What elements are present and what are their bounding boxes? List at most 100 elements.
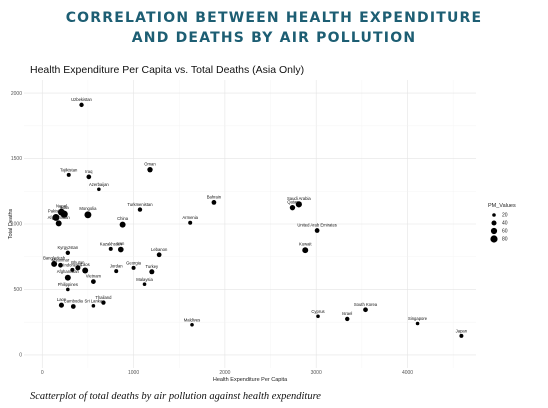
point-maldives xyxy=(190,323,194,327)
figure-caption: Scatterplot of total deaths by air pollu… xyxy=(30,391,321,402)
point-label-bhutan: Bhutan xyxy=(71,260,85,265)
point-label-thailand: Thailand xyxy=(95,295,112,300)
point-label-malaysia: Malaysia xyxy=(136,277,153,282)
point-china xyxy=(119,221,126,228)
main-title: CORRELATION BETWEEN HEALTH EXPENDITURE A… xyxy=(0,8,548,48)
point-label-oman: Oman xyxy=(144,161,156,166)
point-label-cyprus: Cyprus xyxy=(311,309,324,314)
point-label-kazakhstan: Kazakhstan xyxy=(100,241,123,246)
point-label-uzbekistan: Uzbekistan xyxy=(71,97,92,102)
point-azerbaijan xyxy=(97,187,101,192)
legend-label-20: 20 xyxy=(502,213,508,219)
point-label-singapore: Singapore xyxy=(408,316,428,321)
point-malaysia xyxy=(142,282,147,287)
point-label-laos: Laos xyxy=(57,297,66,302)
point-label-laos: Laos xyxy=(81,262,90,267)
y-axis-label: Total Deaths xyxy=(8,208,14,239)
axis-ticks: 0 1000 2000 3000 4000 0 500 1000 1500 2000 xyxy=(11,91,413,376)
point-india xyxy=(60,210,68,218)
point-turkmenistan xyxy=(137,207,143,212)
point-indonesia xyxy=(70,267,75,272)
y-tick-label: 0 xyxy=(19,353,22,359)
point-label-india: India xyxy=(60,205,70,210)
point-saudi-arabia xyxy=(295,201,302,208)
point-label-afghanistan: Afghanistan xyxy=(48,215,71,220)
y-tick-label: 1000 xyxy=(11,222,22,228)
point-label-iraq: Iraq xyxy=(85,169,93,174)
point-afghanistan xyxy=(64,274,71,281)
data-points: Uzbekistan Oman Tajikistan Iraq Azerbaijan Ba… xyxy=(43,97,468,338)
point-label-armenia: Armenia xyxy=(182,215,198,220)
legend: PM_Values 20 40 60 80 xyxy=(488,203,516,243)
point-label-maldives: Maldives xyxy=(184,318,201,323)
point-laos xyxy=(58,302,64,308)
chart-title: Health Expenditure Per Capita vs. Total … xyxy=(30,64,305,76)
point-pakistan xyxy=(52,213,60,221)
point-south-korea xyxy=(363,307,368,313)
point-label-vietnam: Vietnam xyxy=(86,274,102,279)
point-label-kyrgyzstan: Kyrgyzstan xyxy=(57,245,78,250)
point-israel xyxy=(345,316,350,322)
point-kuwait xyxy=(302,247,309,254)
point-bahrain xyxy=(211,200,217,205)
point-afghanistan xyxy=(55,220,62,227)
legend-label-40: 40 xyxy=(502,221,508,227)
y-tick-label: 1500 xyxy=(11,156,22,162)
point-label-sri-lanka: Sri Lanka xyxy=(85,299,103,304)
x-tick-label: 0 xyxy=(41,370,44,376)
point-singapore xyxy=(415,321,420,326)
point-philippines xyxy=(66,287,70,292)
point-bhutan xyxy=(75,265,81,271)
point-turkey xyxy=(149,269,155,275)
main-title-line2: AND DEATHS BY AIR POLLUTION xyxy=(131,30,417,46)
point-label-tajikistan: Tajikistan xyxy=(60,167,78,172)
point-label-bahrain: Bahrain xyxy=(207,195,222,200)
y-tick-label: 500 xyxy=(14,287,23,293)
point-laos xyxy=(82,267,89,274)
point-thailand xyxy=(101,300,106,305)
point-label-mongolia: Mongolia xyxy=(79,206,97,211)
point-armenia xyxy=(188,220,193,225)
legend-title: PM_Values xyxy=(488,203,516,209)
point-oman xyxy=(147,166,153,173)
point-label-bangladesh: Bangladesh xyxy=(43,255,66,260)
point-kazakhstan xyxy=(108,246,113,251)
point-label-china: China xyxy=(117,216,129,221)
x-tick-label: 2000 xyxy=(219,370,230,376)
point-lebanon xyxy=(156,252,162,258)
point-label-cambodia: Cambodia xyxy=(64,299,84,304)
point-georgia xyxy=(131,265,136,270)
legend-key-40 xyxy=(491,220,497,226)
point-uzbekistan xyxy=(79,102,84,108)
point-iraq xyxy=(86,174,92,180)
x-tick-label: 3000 xyxy=(311,370,322,376)
point-label-azerbaijan: Azerbaijan xyxy=(89,182,109,187)
point-qatar xyxy=(289,204,296,211)
point-label-turkmenistan: Turkmenistan xyxy=(127,202,153,207)
x-axis-label: Health Expenditure Per Capita xyxy=(213,377,288,383)
point-united-arab-emirates xyxy=(314,228,320,233)
plot-grid xyxy=(24,80,476,368)
point-mongolia xyxy=(84,211,92,219)
point-tajikistan xyxy=(66,172,71,177)
point-bangladesh xyxy=(51,260,58,267)
point-label-afghanistan: Afghanistan xyxy=(57,269,80,274)
x-tick-label: 4000 xyxy=(402,370,413,376)
legend-key-80 xyxy=(490,235,498,243)
point-label-israel: Israel xyxy=(342,311,352,316)
legend-key-20 xyxy=(492,213,496,217)
point-label-qatar: Qatar xyxy=(287,199,298,204)
legend-label-60: 60 xyxy=(502,229,508,235)
legend-label-80: 80 xyxy=(502,237,508,243)
point-label-turkey: Turkey xyxy=(146,264,160,269)
point-label-south-korea: South Korea xyxy=(354,302,378,307)
point-japan xyxy=(459,333,464,338)
x-tick-label: 1000 xyxy=(128,370,139,376)
point-label-lebanon: Lebanon xyxy=(151,247,168,252)
point-iran xyxy=(117,246,124,253)
point-label-japan: Japan xyxy=(456,328,468,333)
point-label-saudi-arabia: Saudi Arabia xyxy=(287,196,311,201)
point-label-kuwait: Kuwait xyxy=(299,242,312,247)
point-cambodia xyxy=(70,304,76,309)
